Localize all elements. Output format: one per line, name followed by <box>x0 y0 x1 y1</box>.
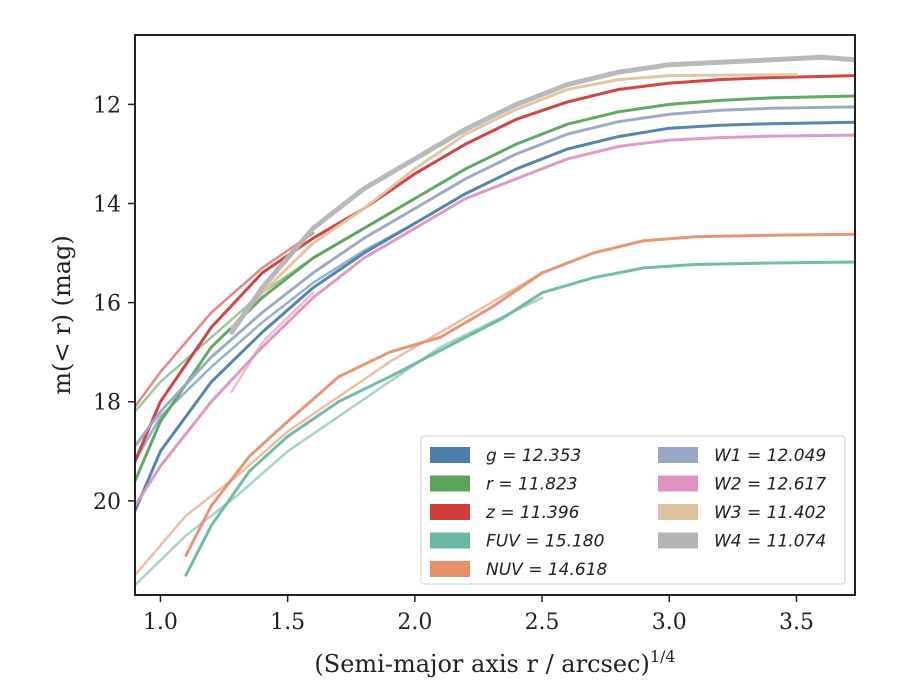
legend-swatch-w4 <box>658 532 698 549</box>
series-line-w2-alt <box>230 291 315 394</box>
x-axis-title-exponent: 1/4 <box>650 647 676 666</box>
series-line-g-alt <box>135 222 417 463</box>
legend-label-g: g = 12.353 <box>486 446 581 466</box>
series-line-w2 <box>135 133 855 508</box>
series-layer <box>135 54 855 587</box>
legend-label-w3: W3 = 11.402 <box>714 503 826 523</box>
legend-swatch-r <box>430 475 470 492</box>
legend-label-nuv: NUV = 14.618 <box>486 560 608 580</box>
legend-swatch-fuv <box>430 532 470 549</box>
legend-label-fuv: FUV = 15.180 <box>486 532 604 552</box>
y-tick-label: 14 <box>93 192 121 217</box>
x-tick-label: 3.0 <box>652 610 687 635</box>
series-line-r <box>135 94 855 483</box>
series-line-w3 <box>230 73 798 329</box>
legend-label-z: z = 11.396 <box>485 503 580 523</box>
ticks-layer: 1.0 1.5 2.0 2.5 3.0 3.5 12 14 16 18 20 <box>93 93 814 635</box>
series-line-w4 <box>229 54 855 335</box>
series-line-z <box>135 74 855 463</box>
legend-label-w1: W1 = 12.049 <box>714 446 826 466</box>
series-line-w1 <box>135 105 855 448</box>
x-axis-title-text: (Semi-major axis r / arcsec) <box>314 650 649 678</box>
legend-swatch-w1 <box>658 447 698 463</box>
x-axis-title: (Semi-major axis r / arcsec)1/4 <box>314 647 675 678</box>
legend-label-w2: W2 = 12.617 <box>714 475 826 495</box>
y-tick-label: 18 <box>93 391 121 416</box>
legend-swatch-w3 <box>658 504 698 520</box>
x-tick-label: 1.0 <box>143 610 178 635</box>
x-tick-label: 2.0 <box>397 610 432 635</box>
series-line-nuv <box>184 232 855 557</box>
series-line-nuv-alt <box>135 271 544 577</box>
x-tick-label: 1.5 <box>270 610 305 635</box>
series-line-g <box>135 120 855 513</box>
x-tick-label: 3.5 <box>779 610 814 635</box>
legend: g = 12.353 r = 11.823 z = 11.396 FUV = 15.1… <box>420 435 846 585</box>
x-tick-label: 2.5 <box>525 610 560 635</box>
legend-swatch-w2 <box>658 475 698 492</box>
y-tick-label: 16 <box>93 292 121 317</box>
legend-frame <box>420 435 846 585</box>
y-tick-label: 20 <box>93 490 121 515</box>
legend-label-r: r = 11.823 <box>486 475 578 495</box>
legend-swatch-z <box>430 504 470 520</box>
series-line-fuv <box>184 260 855 577</box>
y-tick-label: 12 <box>93 93 121 118</box>
legend-swatch-nuv <box>430 561 470 577</box>
y-axis-title: m(< r) (mag) <box>48 235 76 394</box>
legend-label-w4: W4 = 11.074 <box>714 532 826 552</box>
series-line-z-alt <box>135 231 315 408</box>
legend-swatch-g <box>430 447 470 463</box>
plot-frame <box>134 34 856 596</box>
